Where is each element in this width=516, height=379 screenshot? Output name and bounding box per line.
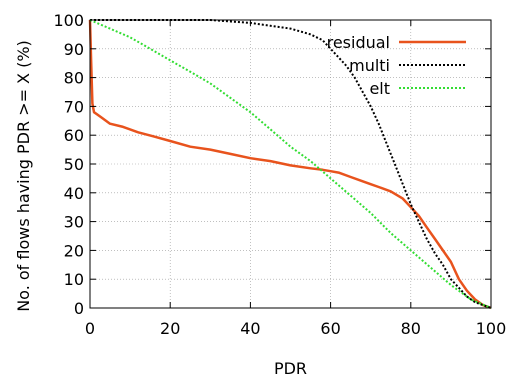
x-tick-label: 80: [401, 319, 421, 338]
y-tick-label: 90: [64, 40, 84, 59]
y-tick-label: 30: [64, 213, 84, 232]
y-tick-label: 60: [64, 126, 84, 145]
y-axis-label: No. of flows having PDR >= X (%): [14, 40, 33, 312]
ticks: 0 10 20 30 40 50 60 70 80 90 100 0 20 40 60 80 100: [53, 11, 506, 338]
legend: residual multi elt: [327, 33, 466, 98]
x-tick-label: 100: [476, 319, 507, 338]
x-tick-label: 0: [85, 319, 95, 338]
series-residual-line: [88, 19, 492, 310]
y-tick-label: 50: [64, 155, 84, 174]
y-tick-label: 40: [64, 184, 84, 203]
y-tick-label: 100: [53, 11, 84, 30]
y-tick-label: 20: [64, 241, 84, 260]
legend-label-multi: multi: [349, 56, 390, 75]
y-tick-label: 10: [64, 270, 84, 289]
y-tick-label: 80: [64, 69, 84, 88]
x-axis-label: PDR: [274, 359, 307, 378]
grid: [90, 20, 491, 308]
y-tick-label: 0: [74, 299, 84, 318]
x-tick-label: 40: [240, 319, 260, 338]
x-tick-label: 60: [320, 319, 340, 338]
x-tick-label: 20: [160, 319, 180, 338]
legend-label-residual: residual: [327, 33, 390, 52]
y-tick-label: 70: [64, 97, 84, 116]
legend-label-elt: elt: [369, 79, 390, 98]
